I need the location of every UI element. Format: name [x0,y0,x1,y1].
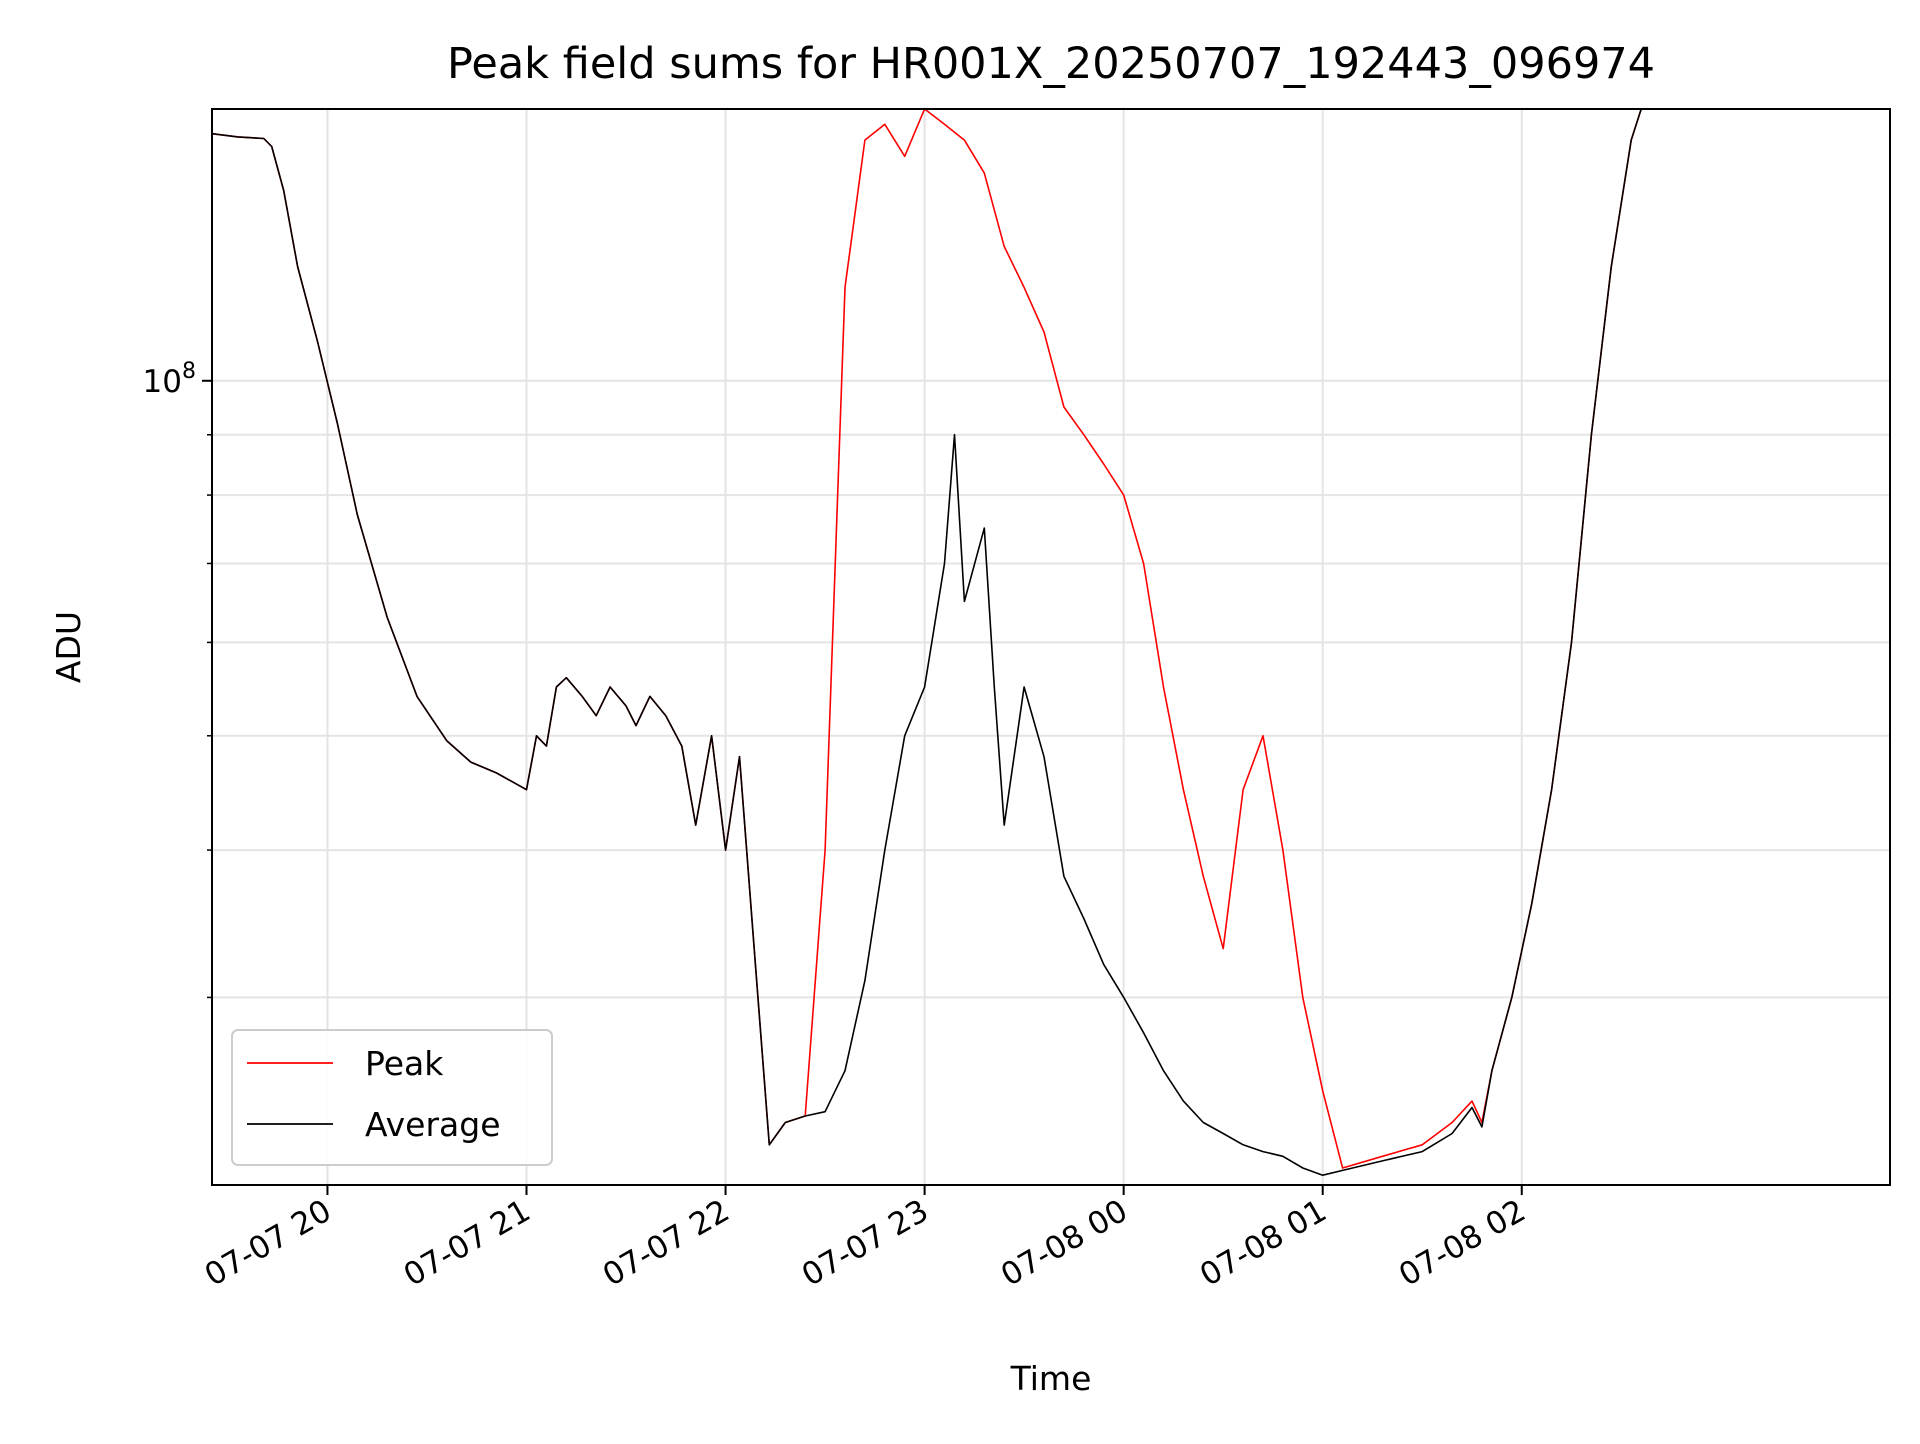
legend-label-peak: Peak [365,1044,444,1083]
chart-title: Peak field sums for HR001X_20250707_1924… [447,39,1655,89]
y-tick-label: 108 [143,359,196,400]
legend-label-average: Average [365,1105,501,1144]
series-line-average [212,109,1642,1176]
y-tick-label-base: 10 [143,364,182,400]
x-axis-label: Time [1010,1359,1092,1398]
grid-lines [212,109,1890,1185]
legend: Peak Average [231,1029,553,1166]
y-tick-label-exponent: 8 [182,359,196,384]
y-axis-label: ADU [49,611,88,683]
series-lines [212,109,1642,1176]
plot-frame [211,108,1891,1186]
